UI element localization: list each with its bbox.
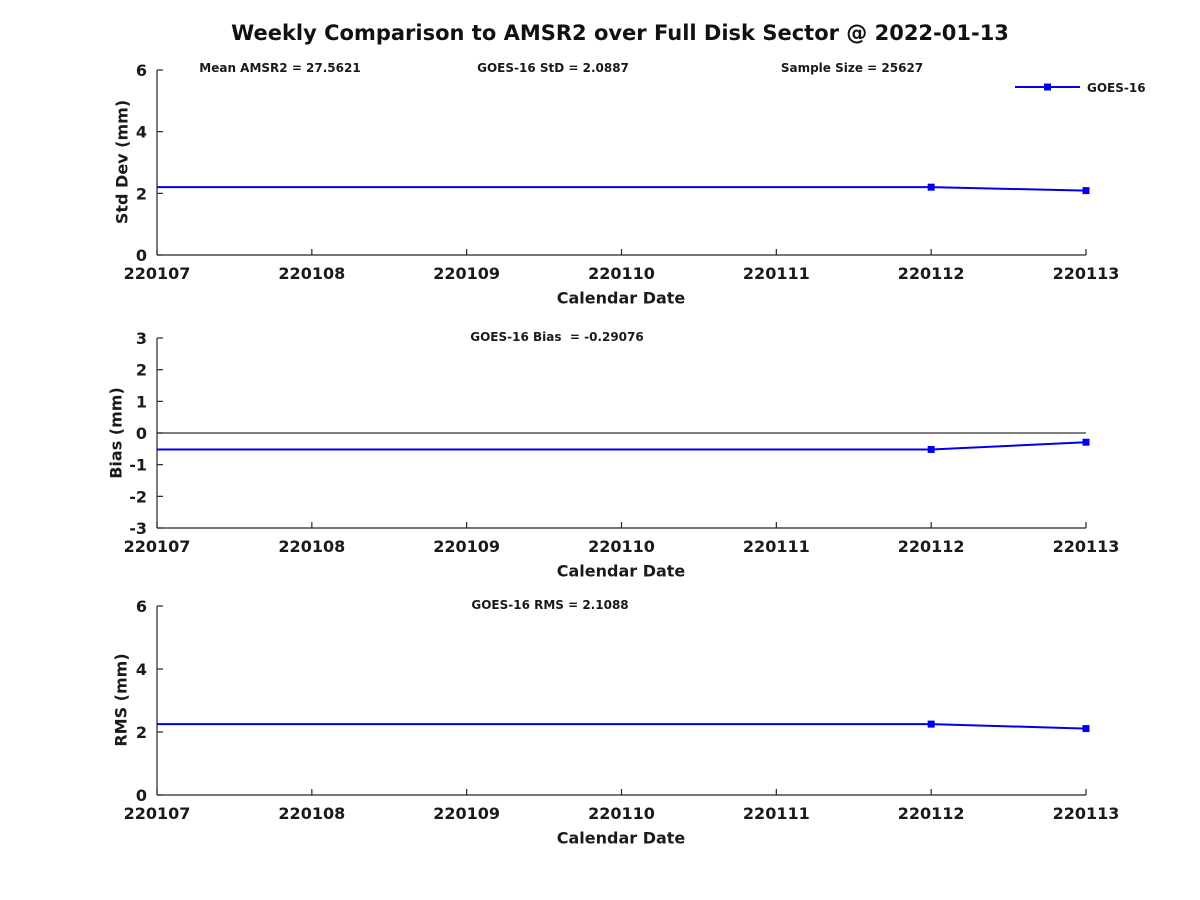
y-tick-label: 2 bbox=[136, 184, 147, 203]
data-line bbox=[157, 186, 1087, 192]
xlabel-calendar-date-1: Calendar Date bbox=[556, 288, 686, 308]
y-tick-label: 0 bbox=[136, 786, 147, 805]
x-tick-label: 220113 bbox=[1053, 804, 1120, 823]
y-tick-label: -1 bbox=[129, 456, 147, 475]
x-tick-label: 220111 bbox=[743, 537, 810, 556]
annotation-goes16-std: GOES-16 StD = 2.0887 bbox=[477, 61, 629, 75]
data-marker bbox=[1082, 187, 1090, 195]
ylabel-bias: Bias (mm) bbox=[106, 387, 126, 479]
xlabel-calendar-date-2: Calendar Date bbox=[556, 561, 686, 581]
xlabel-calendar-date-3: Calendar Date bbox=[556, 828, 686, 848]
y-tick-label: 6 bbox=[136, 597, 147, 616]
annotation-goes16-rms: GOES-16 RMS = 2.1088 bbox=[471, 598, 629, 612]
annotation-mean-amsr2: Mean AMSR2 = 27.5621 bbox=[199, 61, 361, 75]
legend-label-goes16: GOES-16 bbox=[1087, 81, 1146, 95]
x-tick-label: 220109 bbox=[433, 537, 500, 556]
x-tick-label: 220111 bbox=[743, 804, 810, 823]
y-tick-label: -3 bbox=[129, 519, 147, 538]
data-line bbox=[157, 723, 1087, 730]
data-marker bbox=[1082, 438, 1090, 446]
y-tick-label: 6 bbox=[136, 61, 147, 80]
data-line bbox=[157, 441, 1087, 451]
legend-marker bbox=[1044, 83, 1051, 91]
x-tick-label: 220107 bbox=[124, 804, 191, 823]
y-tick-label: 4 bbox=[136, 123, 147, 142]
data-marker bbox=[927, 445, 935, 453]
x-tick-label: 220110 bbox=[588, 804, 655, 823]
x-tick-label: 220107 bbox=[124, 264, 191, 283]
data-marker bbox=[1082, 725, 1090, 733]
y-tick-label: 4 bbox=[136, 660, 147, 679]
data-marker bbox=[927, 183, 935, 191]
figure-title: Weekly Comparison to AMSR2 over Full Dis… bbox=[231, 21, 1009, 45]
ylabel-rms: RMS (mm) bbox=[111, 653, 131, 747]
ylabel-std-dev: Std Dev (mm) bbox=[112, 99, 132, 225]
annotation-goes16-bias: GOES-16 Bias = -0.29076 bbox=[470, 330, 644, 344]
x-tick-label: 220108 bbox=[278, 537, 345, 556]
x-tick-label: 220111 bbox=[743, 264, 810, 283]
x-tick-label: 220110 bbox=[588, 264, 655, 283]
y-tick-label: 3 bbox=[136, 329, 147, 348]
data-marker bbox=[927, 720, 935, 728]
y-tick-label: -2 bbox=[129, 487, 147, 506]
x-tick-label: 220113 bbox=[1053, 537, 1120, 556]
x-tick-label: 220112 bbox=[898, 264, 965, 283]
x-tick-label: 220113 bbox=[1053, 264, 1120, 283]
x-tick-label: 220112 bbox=[898, 804, 965, 823]
x-tick-label: 220110 bbox=[588, 537, 655, 556]
x-tick-label: 220109 bbox=[433, 264, 500, 283]
x-tick-label: 220107 bbox=[124, 537, 191, 556]
y-tick-label: 1 bbox=[136, 392, 147, 411]
y-tick-label: 2 bbox=[136, 361, 147, 380]
x-tick-label: 220109 bbox=[433, 804, 500, 823]
y-tick-label: 2 bbox=[136, 723, 147, 742]
annotation-sample-size: Sample Size = 25627 bbox=[780, 61, 924, 75]
y-tick-label: 0 bbox=[136, 424, 147, 443]
y-tick-label: 0 bbox=[136, 246, 147, 265]
x-tick-label: 220108 bbox=[278, 804, 345, 823]
x-tick-label: 220112 bbox=[898, 537, 965, 556]
x-tick-label: 220108 bbox=[278, 264, 345, 283]
